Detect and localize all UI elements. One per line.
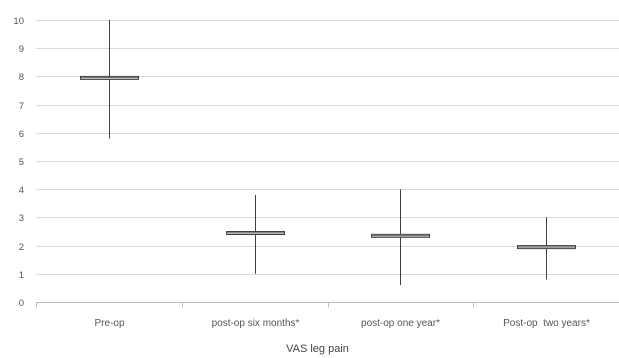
y-tick-label: 10 — [13, 16, 24, 27]
y-tick-label: 8 — [19, 72, 24, 83]
y-tick-label: 5 — [19, 157, 24, 168]
gridlines — [36, 20, 619, 275]
y-tick-label: 0 — [19, 298, 24, 309]
category-label: post-op six months* — [212, 318, 300, 329]
y-tick-label: 2 — [19, 242, 24, 253]
category-label: Pre-op — [94, 318, 124, 329]
y-tick-label: 3 — [19, 213, 24, 224]
y-tick-label: 1 — [19, 270, 24, 281]
boxes — [80, 20, 576, 286]
y-tick-label: 7 — [19, 101, 24, 112]
category-label: Post-op two years* — [503, 318, 590, 329]
category-labels: Pre-op post-op six months* post-op one yea… — [94, 318, 589, 329]
x-axis — [36, 302, 619, 308]
box-2 — [226, 194, 285, 274]
box-3 — [371, 189, 430, 286]
box-1 — [80, 20, 139, 139]
category-label: post-op one year* — [361, 318, 440, 329]
x-axis-label: VAS leg pain — [286, 343, 349, 355]
y-tick-label: 6 — [19, 129, 24, 140]
y-tick-label: 4 — [19, 185, 24, 196]
y-axis-ticks: 0 1 2 3 4 5 6 7 8 9 10 — [13, 16, 24, 309]
box-4 — [517, 217, 576, 280]
y-tick-label: 9 — [19, 44, 24, 55]
